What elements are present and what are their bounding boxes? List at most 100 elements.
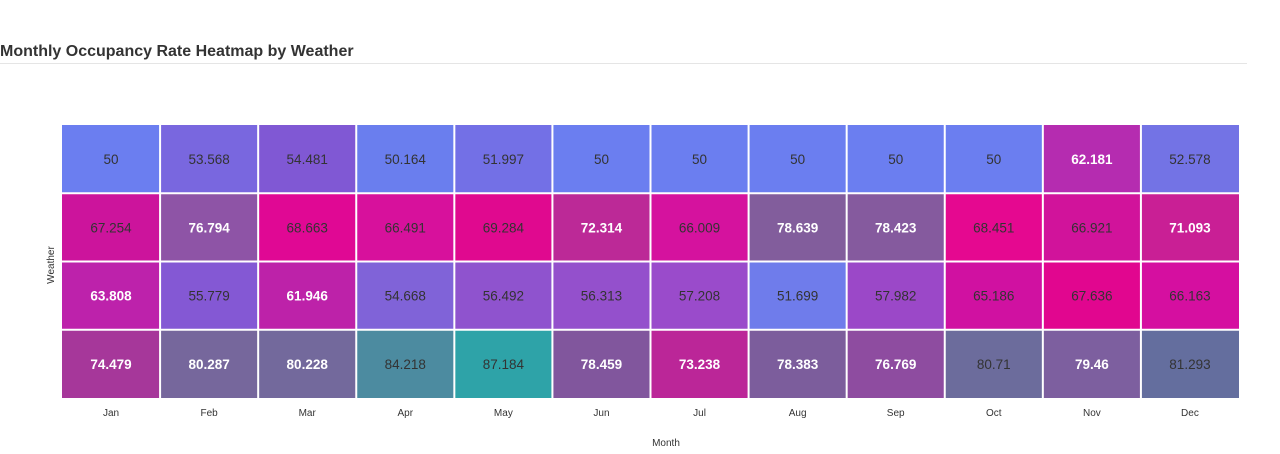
x-axis-ticks: Jan Feb Mar Apr May Jun Jul Aug Sep Oct Nov Dec (103, 408, 1199, 419)
heatmap-cell (945, 262, 1042, 329)
heatmap-cell (455, 330, 552, 398)
x-tick-label: Mar (299, 408, 317, 419)
heatmap-cell-label: 57.982 (875, 289, 916, 304)
heatmap-cell (62, 125, 160, 193)
heatmap-cell (1141, 194, 1239, 261)
heatmap-cell (259, 194, 356, 261)
x-tick-label: Oct (986, 408, 1002, 419)
heatmap-cell (1141, 125, 1239, 193)
heatmap-cell-label: 73.238 (679, 357, 721, 372)
heatmap-cell (259, 125, 356, 193)
heatmap-cell (651, 262, 748, 329)
heatmap-cell-label: 66.163 (1169, 289, 1210, 304)
x-tick-label: Feb (201, 408, 219, 419)
heatmap-cell-label: 80.287 (188, 357, 229, 372)
x-tick-label: Jun (593, 408, 609, 419)
heatmap-cell-label: 65.186 (973, 289, 1014, 304)
heatmap-cell-label: 78.423 (875, 220, 917, 235)
heatmap-cell (62, 330, 160, 398)
heatmap-cell (357, 262, 454, 329)
heatmap-cell-label: 50 (692, 152, 707, 167)
heatmap-cell-label: 76.794 (188, 220, 230, 235)
heatmap-cell-label: 55.779 (188, 289, 229, 304)
heatmap-cell-label: 66.921 (1071, 220, 1112, 235)
heatmap-cell-label: 51.699 (777, 289, 818, 304)
heatmap-cell-label: 74.479 (90, 357, 131, 372)
heatmap-cell-label: 54.668 (385, 289, 426, 304)
heatmap-cell (1043, 330, 1140, 398)
heatmap-cell-label: 52.578 (1169, 152, 1210, 167)
heatmap-cell-label: 61.946 (287, 289, 329, 304)
heatmap-cell-label: 67.636 (1071, 289, 1112, 304)
heatmap-cell (945, 125, 1042, 193)
heatmap-cell (357, 125, 454, 193)
heatmap-cell-label: 67.254 (90, 220, 132, 235)
heatmap-cell-label: 80.228 (287, 357, 329, 372)
heatmap-cell (847, 125, 944, 193)
heatmap-cell (847, 262, 944, 329)
heatmap-cell (259, 330, 356, 398)
heatmap-cell (749, 262, 846, 329)
heatmap-cell-label: 50 (104, 152, 119, 167)
heatmap-cell-label: 66.491 (385, 220, 426, 235)
heatmap-cell-label: 54.481 (287, 152, 328, 167)
heatmap-cell (357, 194, 454, 261)
heatmap-cell-label: 72.314 (581, 220, 623, 235)
heatmap-cell (357, 330, 454, 398)
heatmap-cell (553, 330, 650, 398)
heatmap-cell-label: 68.451 (973, 220, 1014, 235)
heatmap-cell-label: 56.313 (581, 289, 622, 304)
heatmap-cell-label: 68.663 (287, 220, 328, 235)
heatmap-cells: 50 53.568 54.481 50.164 51.997 50 50 50 50 50 62.1… (62, 125, 1239, 398)
heatmap-cell-label: 50 (888, 152, 903, 167)
heatmap-cell (62, 262, 160, 329)
heatmap-cell-label: 53.568 (188, 152, 229, 167)
y-axis-title: Weather (46, 246, 57, 284)
heatmap-cell (749, 194, 846, 261)
heatmap-cell (553, 194, 650, 261)
heatmap-cell (553, 262, 650, 329)
heatmap-cell-label: 78.459 (581, 357, 622, 372)
heatmap-cell (1043, 125, 1140, 193)
heatmap-cell-label: 80.71 (977, 357, 1011, 372)
x-tick-label: Dec (1181, 408, 1199, 419)
heatmap-cell (259, 262, 356, 329)
heatmap-cell-label: 50.164 (385, 152, 427, 167)
heatmap-cell (651, 125, 748, 193)
heatmap-cell (455, 194, 552, 261)
heatmap-cell-label: 57.208 (679, 289, 720, 304)
heatmap-cell (749, 330, 846, 398)
heatmap-cell-label: 84.218 (385, 357, 426, 372)
heatmap-cell (1043, 194, 1140, 261)
heatmap-cell-label: 63.808 (90, 289, 132, 304)
x-tick-label: Jan (103, 408, 119, 419)
heatmap-cell (455, 262, 552, 329)
heatmap-cell (62, 194, 160, 261)
chart-title: Monthly Occupancy Rate Heatmap by Weathe… (0, 43, 354, 60)
heatmap-cell (161, 330, 258, 398)
heatmap-cell (455, 125, 552, 193)
heatmap-cell (161, 125, 258, 193)
heatmap-cell-label: 79.46 (1075, 357, 1109, 372)
heatmap-cell (1141, 330, 1239, 398)
x-tick-label: Aug (789, 408, 807, 419)
heatmap-cell (749, 125, 846, 193)
x-tick-label: May (494, 408, 513, 419)
heatmap-cell-label: 76.769 (875, 357, 916, 372)
heatmap-cell-label: 78.383 (777, 357, 819, 372)
x-tick-label: Nov (1083, 408, 1101, 419)
heatmap-cell (847, 194, 944, 261)
heatmap-cell (161, 262, 258, 329)
heatmap-cell-label: 78.639 (777, 220, 818, 235)
heatmap-cell-label: 69.284 (483, 220, 525, 235)
heatmap-cell-label: 71.093 (1169, 220, 1211, 235)
x-tick-label: Sep (887, 408, 905, 419)
heatmap-cell (161, 194, 258, 261)
heatmap-cell (945, 194, 1042, 261)
heatmap-cell-label: 56.492 (483, 289, 524, 304)
heatmap-cell (847, 330, 944, 398)
heatmap-cell-label: 66.009 (679, 220, 720, 235)
x-axis-title: Month (652, 438, 680, 449)
heatmap-cell (553, 125, 650, 193)
